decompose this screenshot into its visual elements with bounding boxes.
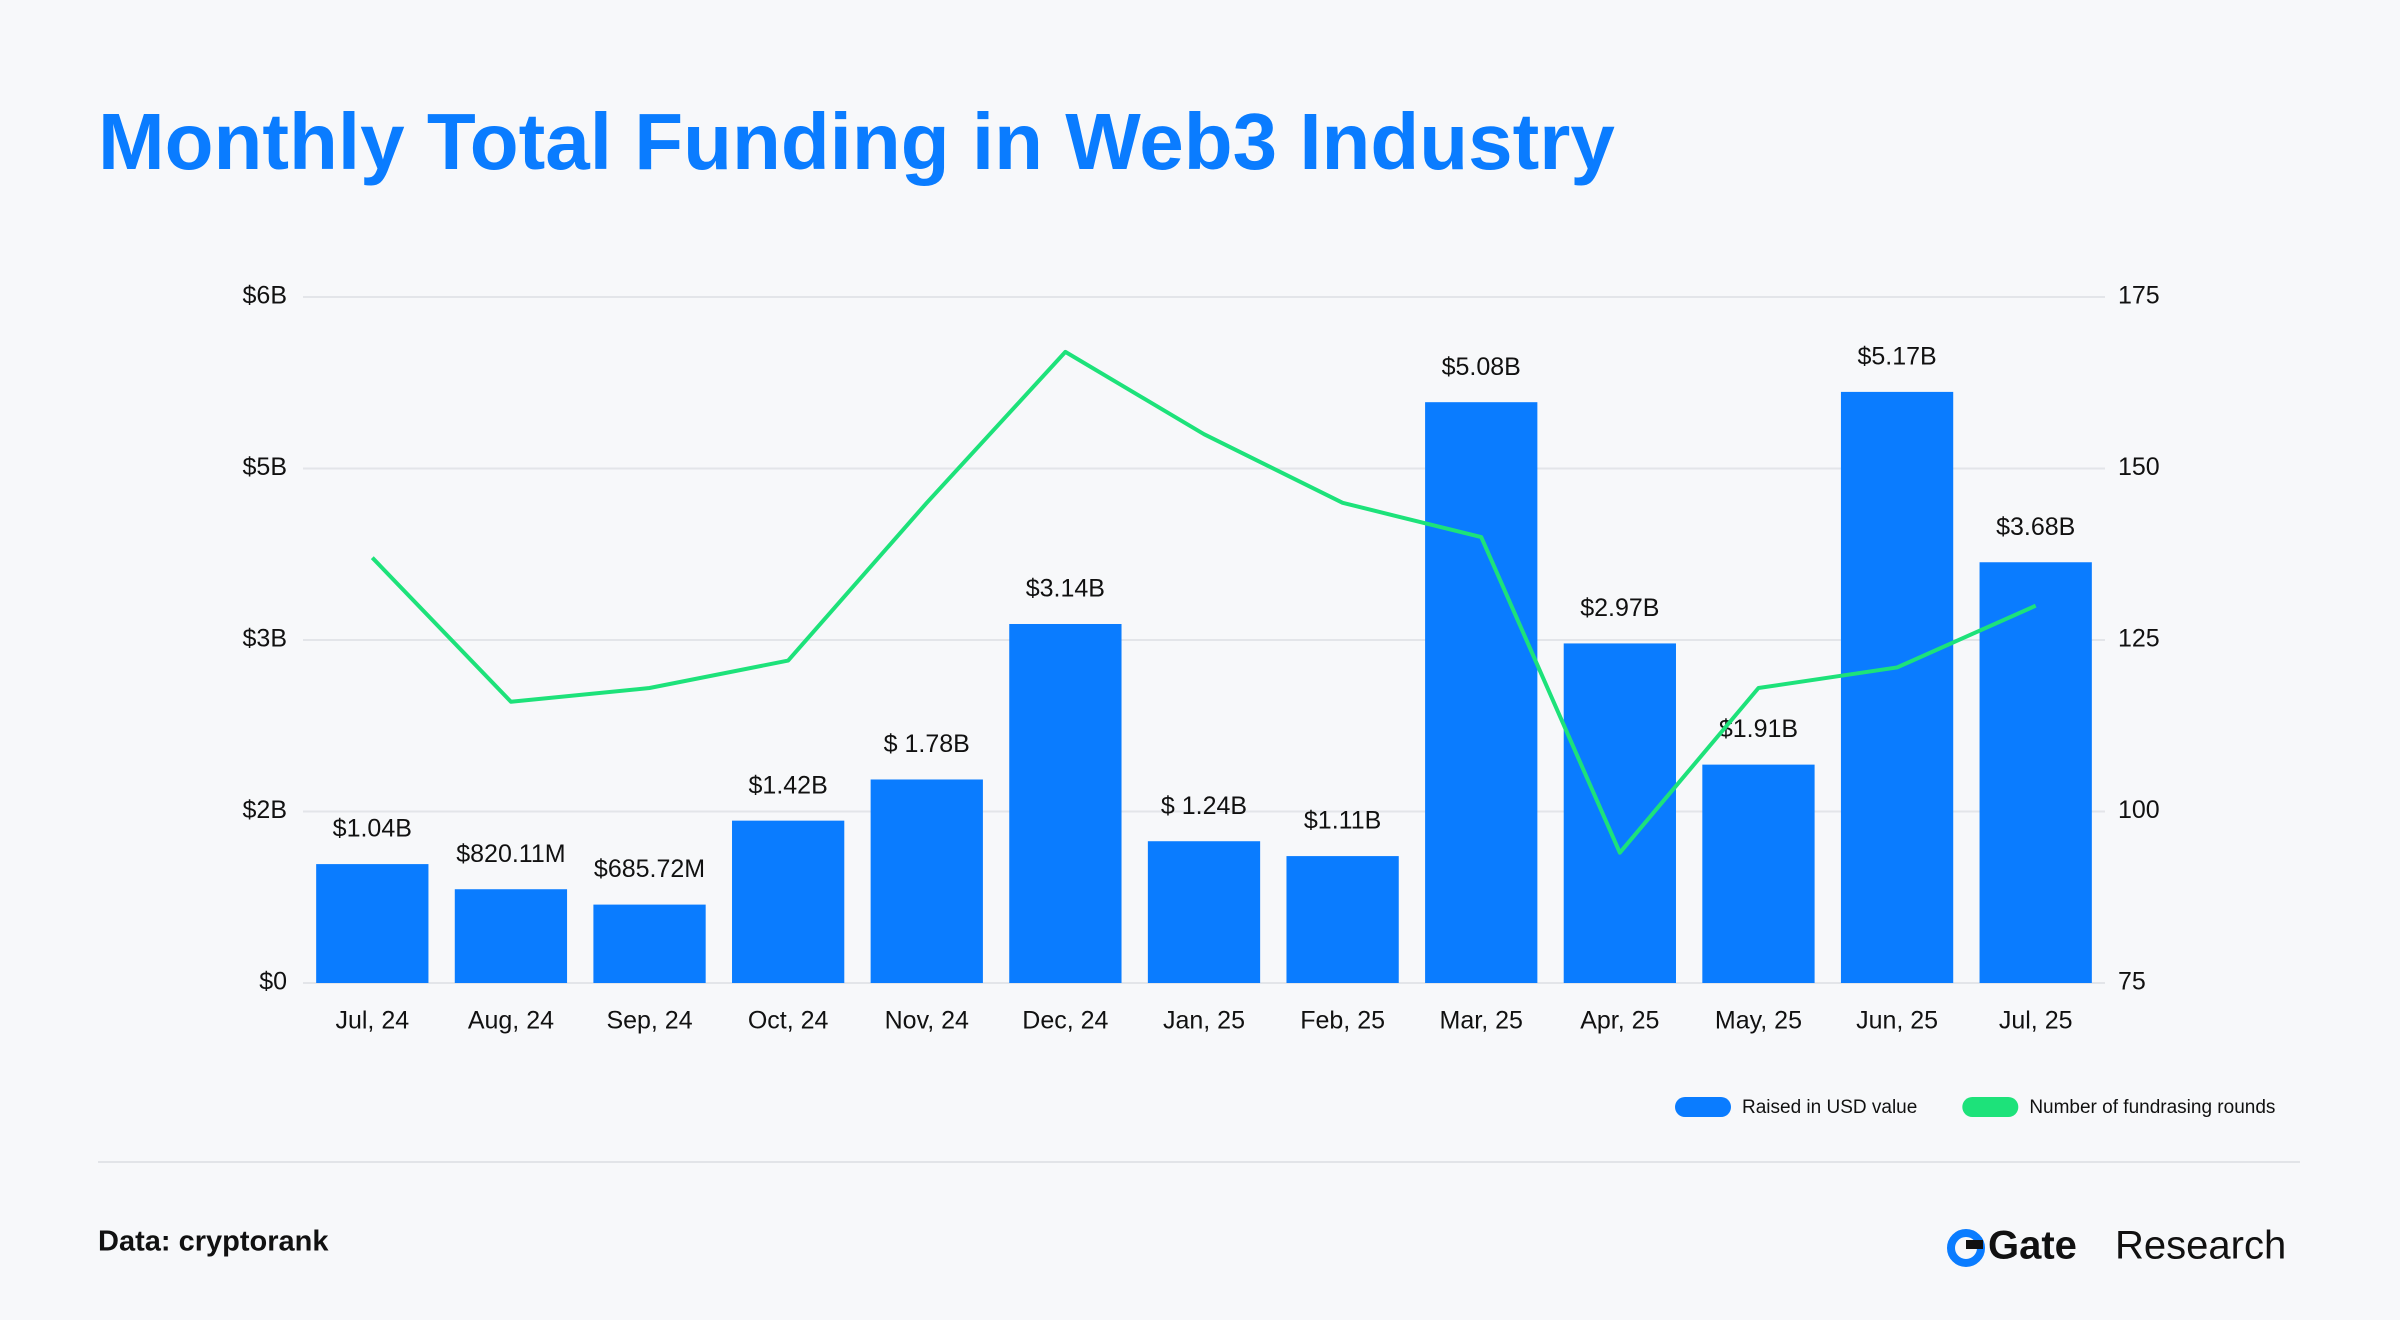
x-tick-label: Nov, 24 bbox=[885, 1007, 969, 1035]
value-label: $1.42B bbox=[749, 771, 828, 799]
bar bbox=[1702, 764, 1815, 983]
x-tick-label: Aug, 24 bbox=[468, 1007, 554, 1035]
legend-label: Raised in USD value bbox=[1742, 1097, 1917, 1118]
source: Data: cryptorank bbox=[98, 1226, 329, 1258]
x-tick-label: Jul, 24 bbox=[335, 1007, 409, 1035]
x-tick-label: Apr, 25 bbox=[1580, 1007, 1659, 1035]
brand-suffix: Research bbox=[2115, 1224, 2286, 1268]
bar bbox=[1009, 623, 1122, 983]
y-tick-label: $0 bbox=[259, 968, 287, 996]
x-tick-label: Jun, 25 bbox=[1856, 1007, 1938, 1035]
y2-tick-label: 150 bbox=[2118, 453, 2160, 481]
x-tick-label: May, 25 bbox=[1715, 1007, 1802, 1035]
y2-tick-label: 175 bbox=[2118, 282, 2160, 310]
y-tick-label: $3B bbox=[243, 625, 287, 653]
y2-tick-label: 75 bbox=[2118, 968, 2146, 996]
legend-swatch bbox=[1962, 1097, 2019, 1117]
bar bbox=[1147, 841, 1261, 983]
y-tick-label: $6B bbox=[243, 282, 287, 310]
x-tick-label: Oct, 24 bbox=[748, 1007, 829, 1035]
y-tick-label: $2B bbox=[243, 796, 287, 824]
bar bbox=[732, 820, 845, 983]
bar bbox=[1563, 643, 1676, 983]
value-label: $1.11B bbox=[1304, 807, 1381, 835]
brand-icon bbox=[1966, 1240, 1983, 1249]
value-label: $3.14B bbox=[1026, 575, 1105, 603]
value-label: $ 1.78B bbox=[884, 730, 970, 758]
value-label: $ 1.24B bbox=[1161, 792, 1247, 820]
x-tick-label: Dec, 24 bbox=[1022, 1007, 1108, 1035]
bar bbox=[1425, 402, 1538, 984]
legend-swatch bbox=[1675, 1097, 1731, 1117]
value-label: $3.68B bbox=[1996, 513, 2075, 541]
bar bbox=[1840, 391, 1954, 983]
y2-tick-label: 100 bbox=[2118, 796, 2160, 824]
bar bbox=[870, 779, 983, 983]
value-label: $1.04B bbox=[333, 815, 412, 843]
bar bbox=[1286, 856, 1399, 983]
brand: Gate Research bbox=[1947, 1224, 2286, 1268]
x-tick-label: Jan, 25 bbox=[1163, 1007, 1245, 1035]
x-tick-label: Mar, 25 bbox=[1440, 1007, 1523, 1035]
brand-name: Gate bbox=[1988, 1224, 2077, 1268]
x-tick-label: Sep, 24 bbox=[606, 1007, 692, 1035]
line bbox=[370, 349, 2037, 855]
bar bbox=[316, 864, 429, 983]
y2-tick-label: 125 bbox=[2118, 625, 2160, 653]
chart-title: Monthly Total Funding in Web3 Industry bbox=[98, 97, 1615, 186]
value-label: $820.11M bbox=[456, 840, 565, 868]
x-tick-label: Feb, 25 bbox=[1300, 1007, 1385, 1035]
x-tick-label: Jul, 25 bbox=[1999, 1007, 2073, 1035]
bar bbox=[454, 889, 568, 983]
value-label: $685.72M bbox=[594, 855, 705, 883]
y-tick-label: $5B bbox=[243, 453, 287, 481]
legend-label: Number of fundrasing rounds bbox=[2029, 1097, 2275, 1118]
value-label: $2.97B bbox=[1580, 594, 1659, 622]
bar bbox=[1979, 562, 2092, 983]
bar bbox=[593, 904, 706, 983]
value-label: $5.08B bbox=[1442, 353, 1521, 381]
value-label: $5.17B bbox=[1857, 343, 1936, 371]
